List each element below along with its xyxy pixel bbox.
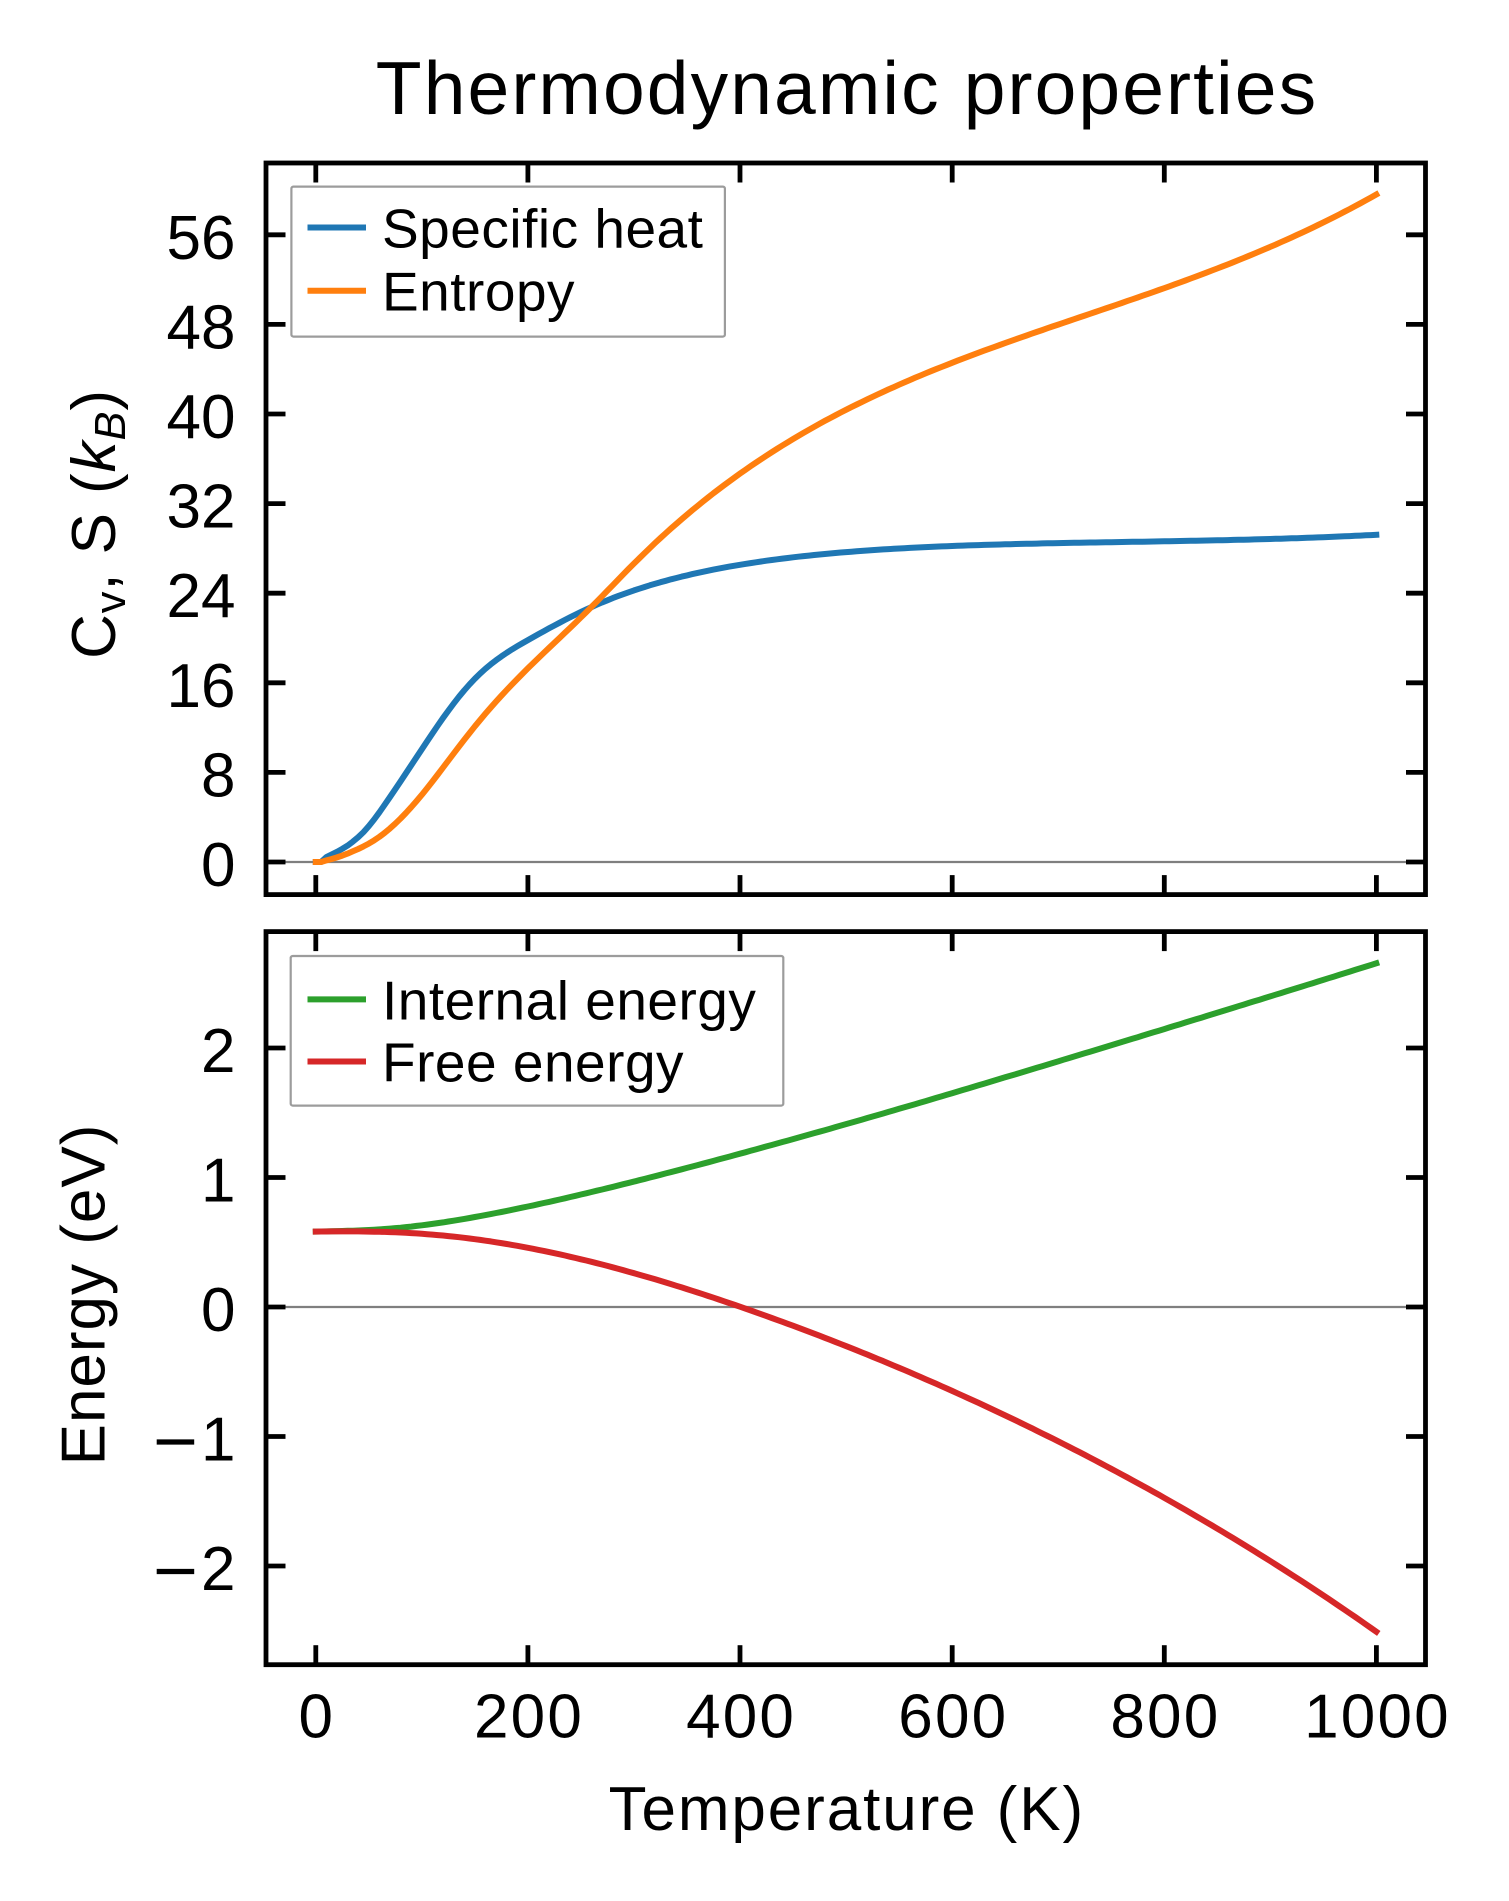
svg-text:2: 2 (201, 1017, 235, 1086)
svg-text:Cv, S (kB): Cv, S (kB) (60, 389, 135, 659)
svg-text:Energy (eV): Energy (eV) (50, 1124, 119, 1466)
svg-text:48: 48 (167, 293, 236, 362)
svg-text:0: 0 (299, 1683, 336, 1752)
svg-text:0: 0 (201, 1276, 235, 1345)
svg-text:1: 1 (201, 1147, 235, 1216)
svg-text:Entropy: Entropy (382, 261, 575, 323)
svg-text:40: 40 (167, 383, 236, 452)
svg-text:56: 56 (167, 204, 236, 273)
svg-text:1000: 1000 (1304, 1683, 1451, 1752)
svg-text:24: 24 (167, 562, 236, 631)
svg-text:0: 0 (201, 831, 235, 900)
svg-text:2: 2 (201, 1535, 235, 1604)
svg-text:Temperature (K): Temperature (K) (609, 1775, 1085, 1844)
svg-text:Internal energy: Internal energy (382, 969, 756, 1031)
svg-text:1: 1 (201, 1406, 235, 1475)
svg-text:Thermodynamic properties: Thermodynamic properties (376, 46, 1318, 130)
svg-text:200: 200 (474, 1683, 584, 1752)
svg-text:400: 400 (686, 1683, 796, 1752)
svg-text:Specific heat: Specific heat (382, 198, 703, 260)
svg-text:32: 32 (167, 473, 236, 542)
svg-text:8: 8 (201, 741, 235, 810)
svg-text:600: 600 (898, 1683, 1008, 1752)
svg-text:800: 800 (1110, 1683, 1220, 1752)
svg-text:16: 16 (167, 652, 236, 721)
svg-text:Free energy: Free energy (382, 1032, 684, 1094)
